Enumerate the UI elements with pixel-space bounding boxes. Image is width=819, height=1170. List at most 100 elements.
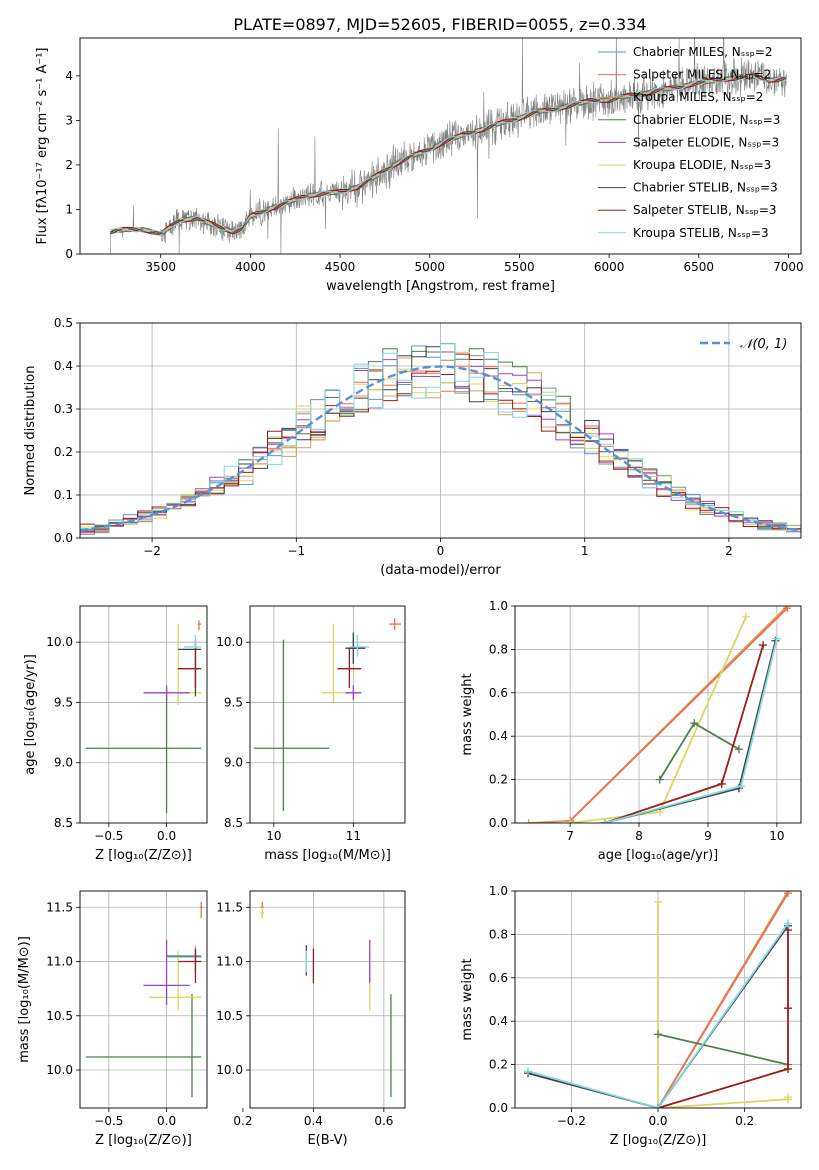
axes-frame — [79, 322, 802, 539]
plot-area — [85, 620, 202, 814]
plot-area — [85, 901, 203, 1098]
weight-marker — [734, 745, 743, 754]
weight-z-panel: −0.2 0.0 0.2 0.0 0.2 0.4 0.6 0.8 1.0 Z [log₁₀(Z/Z… — [460, 884, 802, 1148]
x-tick-label: 11 — [346, 829, 361, 843]
panels: 3500 4000 4500 5000 5500 6000 6500 7000 0 1 2 3 4 wav… — [17, 37, 804, 1148]
y-tick-label: 0 — [65, 247, 73, 261]
x-tick-label: 3500 — [145, 260, 176, 274]
x-tick-label: 9 — [704, 829, 712, 843]
weight-marker — [784, 891, 792, 898]
y-axis-label: mass weight — [460, 673, 475, 755]
y-tick-label: 0.3 — [54, 402, 73, 416]
x-axis-label: Z [log₁₀(Z/Z⊙)] — [95, 848, 192, 863]
legend-label: Salpeter STELIB, Nₛₛₚ=3 — [633, 203, 777, 217]
weight-marker — [784, 1093, 792, 1102]
spectrum-panel: 3500 4000 4500 5000 5500 6000 6500 7000 0 1 2 3 4 wav… — [35, 37, 804, 294]
y-tick-label: 0.8 — [489, 927, 508, 941]
x-axis-label: E(B-V) — [307, 1133, 347, 1148]
x-tick-label: 8 — [635, 829, 643, 843]
weight-line — [604, 638, 778, 823]
axes-frame — [79, 37, 802, 255]
x-tick-label: 5000 — [414, 260, 445, 274]
normal-curve — [80, 365, 801, 532]
axes-frame — [79, 605, 208, 824]
legend-label: 𝒩(0, 1) — [740, 337, 787, 352]
mass-ebv-panel: 0.2 0.4 0.6 10.0 10.5 11.0 11.5 E(B-V) — [216, 890, 406, 1148]
y-tick-label: 10.0 — [216, 1063, 243, 1077]
y-tick-label: 8.5 — [54, 816, 73, 830]
x-tick-label: 0.0 — [157, 1114, 176, 1128]
x-axis-label: wavelength [Angstrom, rest frame] — [326, 279, 555, 294]
weight-age-panel: 7 8 9 10 0.0 0.2 0.4 0.6 0.8 1.0 age [log₁₀(age/yr… — [460, 599, 802, 863]
x-tick-label: −1 — [287, 544, 305, 558]
weight-marker — [784, 1064, 792, 1073]
y-tick-label: 3 — [65, 113, 73, 127]
weight-marker — [690, 719, 699, 728]
weight-line — [657, 892, 789, 1108]
weight-line — [657, 930, 789, 1108]
legend: 𝒩(0, 1) — [700, 337, 787, 352]
legend-label: Kroupa STELIB, Nₛₛₚ=3 — [633, 226, 769, 240]
axes-frame — [514, 605, 802, 824]
y-tick-label: 1 — [65, 202, 73, 216]
y-tick-label: 0.0 — [54, 531, 73, 545]
axes-frame — [249, 605, 406, 824]
weight-marker — [524, 1067, 532, 1076]
age-mass-panel: 10 11 8.5 9.0 9.5 10.0 mass [log₁₀(M/M⊙)] — [216, 605, 406, 863]
y-tick-label: 0.0 — [489, 816, 508, 830]
weight-marker — [600, 819, 609, 823]
legend-label: Chabrier STELIB, Nₛₛₚ=3 — [633, 181, 778, 195]
x-tick-label: 0.4 — [304, 1114, 323, 1128]
y-tick-label: 0.8 — [489, 642, 508, 656]
x-tick-label: 0.0 — [648, 1114, 667, 1128]
weight-marker — [759, 641, 768, 650]
x-axis-label: mass [log₁₀(M/M⊙)] — [264, 848, 391, 863]
x-tick-label: 6000 — [594, 260, 625, 274]
y-tick-label: 9.0 — [224, 756, 243, 770]
y-tick-label: 11.5 — [216, 900, 243, 914]
weight-line — [658, 721, 740, 781]
y-tick-label: 10.5 — [216, 1009, 243, 1023]
axes-frame — [79, 890, 208, 1109]
y-tick-label: 1.0 — [489, 599, 508, 613]
figure-title: PLATE=0897, MJD=52605, FIBERID=0055, z=0… — [233, 15, 646, 34]
legend-label: Kroupa ELODIE, Nₛₛₚ=3 — [633, 158, 771, 172]
legend-label: Chabrier ELODIE, Nₛₛₚ=3 — [633, 113, 780, 127]
x-tick-label: −0.2 — [557, 1114, 586, 1128]
weight-marker — [717, 779, 726, 788]
weight-marker — [655, 775, 664, 784]
weight-line — [569, 607, 788, 822]
x-tick-label: 0.2 — [233, 1114, 252, 1128]
x-tick-label: 4000 — [235, 260, 266, 274]
weight-marker — [784, 919, 792, 928]
y-tick-label: 0.2 — [489, 773, 508, 787]
y-tick-label: 11.0 — [216, 955, 243, 969]
x-axis-label: Z [log₁₀(Z/Z⊙)] — [95, 1133, 192, 1148]
y-axis-label: mass weight — [460, 958, 475, 1040]
x-tick-label: 0.0 — [157, 829, 176, 843]
y-tick-label: 0.2 — [489, 1058, 508, 1072]
y-tick-label: 11.5 — [46, 900, 73, 914]
y-tick-label: 10.0 — [46, 635, 73, 649]
weight-line — [528, 606, 788, 823]
plot-area — [80, 343, 801, 537]
weight-marker — [654, 1030, 662, 1039]
x-tick-label: −0.5 — [94, 829, 123, 843]
legend-label: Kroupa MILES, Nₛₛₚ=2 — [633, 90, 763, 104]
x-tick-label: 1 — [581, 544, 589, 558]
y-tick-label: 9.5 — [224, 695, 243, 709]
y-tick-label: 0.4 — [54, 359, 73, 373]
y-tick-label: 0.4 — [489, 729, 508, 743]
plot-area — [110, 38, 787, 254]
y-tick-label: 10.0 — [46, 1063, 73, 1077]
y-tick-label: 0.2 — [54, 445, 73, 459]
y-axis-label: Normed distribution — [23, 366, 38, 496]
mass-z-panel: −0.5 0.0 10.0 10.5 11.0 11.5 Z [log₁₀(Z/Z⊙)] ma… — [17, 890, 208, 1148]
x-tick-label: 0 — [437, 544, 445, 558]
x-tick-label: 6500 — [683, 260, 714, 274]
legend: Chabrier MILES, Nₛₛₚ=2 Salpeter MILES, Nₛ… — [598, 45, 780, 240]
weight-marker — [566, 819, 575, 823]
y-tick-label: 0.0 — [489, 1101, 508, 1115]
y-axis-label: age [log₁₀(age/yr)] — [23, 654, 38, 775]
x-tick-label: 10 — [266, 829, 281, 843]
